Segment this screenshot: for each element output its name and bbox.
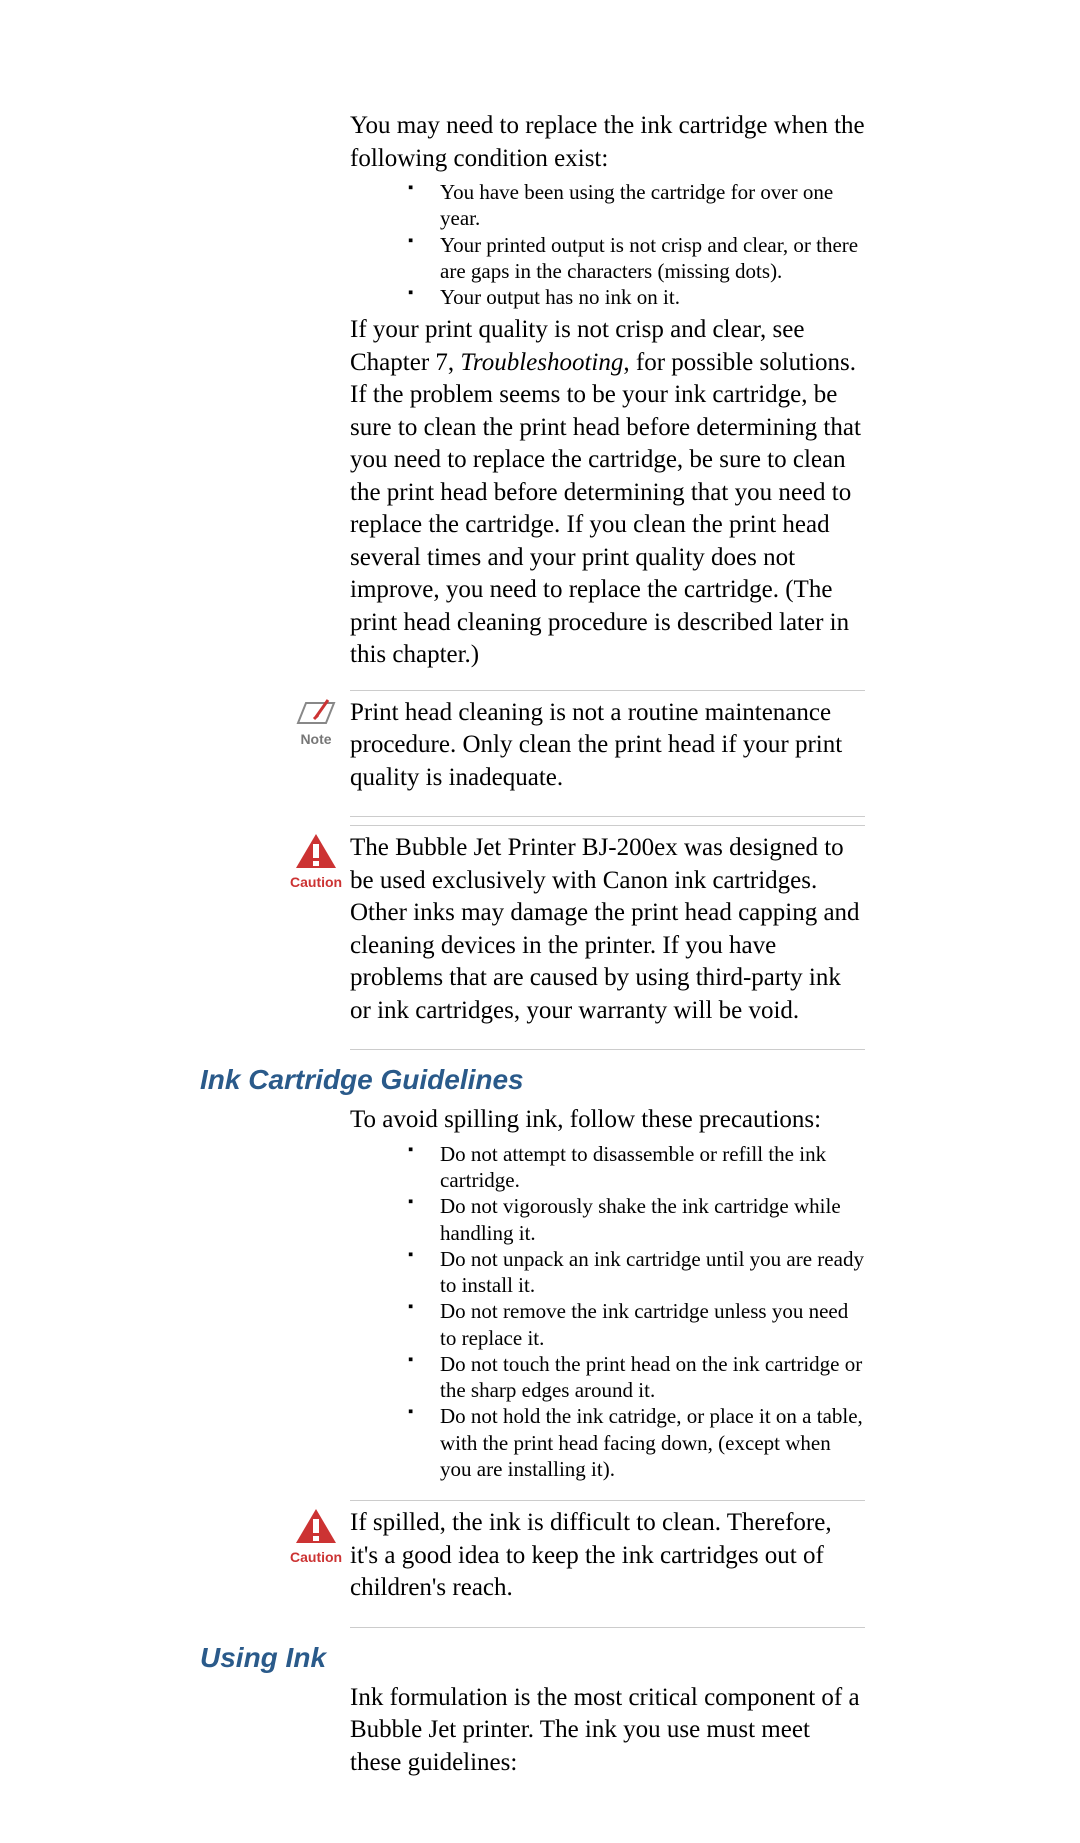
intro-block: You may need to replace the ink cartridg…	[350, 110, 865, 1050]
caution-label: Caution	[290, 1549, 342, 1565]
divider	[350, 825, 865, 826]
caution-text: The Bubble Jet Printer BJ-200ex was desi…	[350, 832, 865, 1027]
using-ink-block: Ink formulation is the most critical com…	[350, 1682, 865, 1780]
troubleshooting-ref: Troubleshooting	[460, 349, 623, 376]
divider	[350, 1049, 865, 1050]
page: You may need to replace the ink cartridg…	[0, 0, 1080, 1843]
caution-icon: Caution	[290, 1507, 342, 1565]
intro-lead: You may need to replace the ink cartridg…	[350, 110, 865, 175]
list-item: Do not unpack an ink cartridge until you…	[408, 1246, 865, 1299]
list-item: Do not attempt to disassemble or refill …	[408, 1141, 865, 1194]
list-item: Do not hold the ink catridge, or place i…	[408, 1403, 865, 1482]
list-item: Your printed output is not crisp and cle…	[408, 232, 865, 285]
intro-bullets: You have been using the cartridge for ov…	[350, 179, 865, 310]
caution-block: Caution If spilled, the ink is difficult…	[350, 1507, 865, 1609]
guidelines-heading: Ink Cartridge Guidelines	[200, 1064, 865, 1096]
using-ink-body: Ink formulation is the most critical com…	[350, 1682, 865, 1780]
note-label: Note	[290, 731, 342, 747]
text: , for possible solutions. If the problem…	[350, 349, 861, 669]
list-item: Do not touch the print head on the ink c…	[408, 1351, 865, 1404]
intro-follow: If your print quality is not crisp and c…	[350, 314, 865, 672]
list-item: Your output has no ink on it.	[408, 284, 865, 310]
caution-text: If spilled, the ink is difficult to clea…	[350, 1507, 865, 1605]
caution-label: Caution	[290, 874, 342, 890]
note-block: Note Print head cleaning is not a routin…	[350, 697, 865, 799]
using-ink-heading: Using Ink	[200, 1642, 865, 1674]
guidelines-bullets: Do not attempt to disassemble or refill …	[350, 1141, 865, 1482]
divider	[350, 1627, 865, 1628]
note-icon: Note	[290, 697, 342, 747]
guidelines-lead: To avoid spilling ink, follow these prec…	[350, 1104, 865, 1137]
caution-block: Caution The Bubble Jet Printer BJ-200ex …	[350, 832, 865, 1031]
divider	[350, 690, 865, 691]
guidelines-block: To avoid spilling ink, follow these prec…	[350, 1104, 865, 1627]
note-text: Print head cleaning is not a routine mai…	[350, 697, 865, 795]
list-item: You have been using the cartridge for ov…	[408, 179, 865, 232]
divider	[350, 1500, 865, 1501]
list-item: Do not remove the ink cartridge unless y…	[408, 1298, 865, 1351]
caution-icon: Caution	[290, 832, 342, 890]
divider	[350, 816, 865, 817]
list-item: Do not vigorously shake the ink cartridg…	[408, 1193, 865, 1246]
